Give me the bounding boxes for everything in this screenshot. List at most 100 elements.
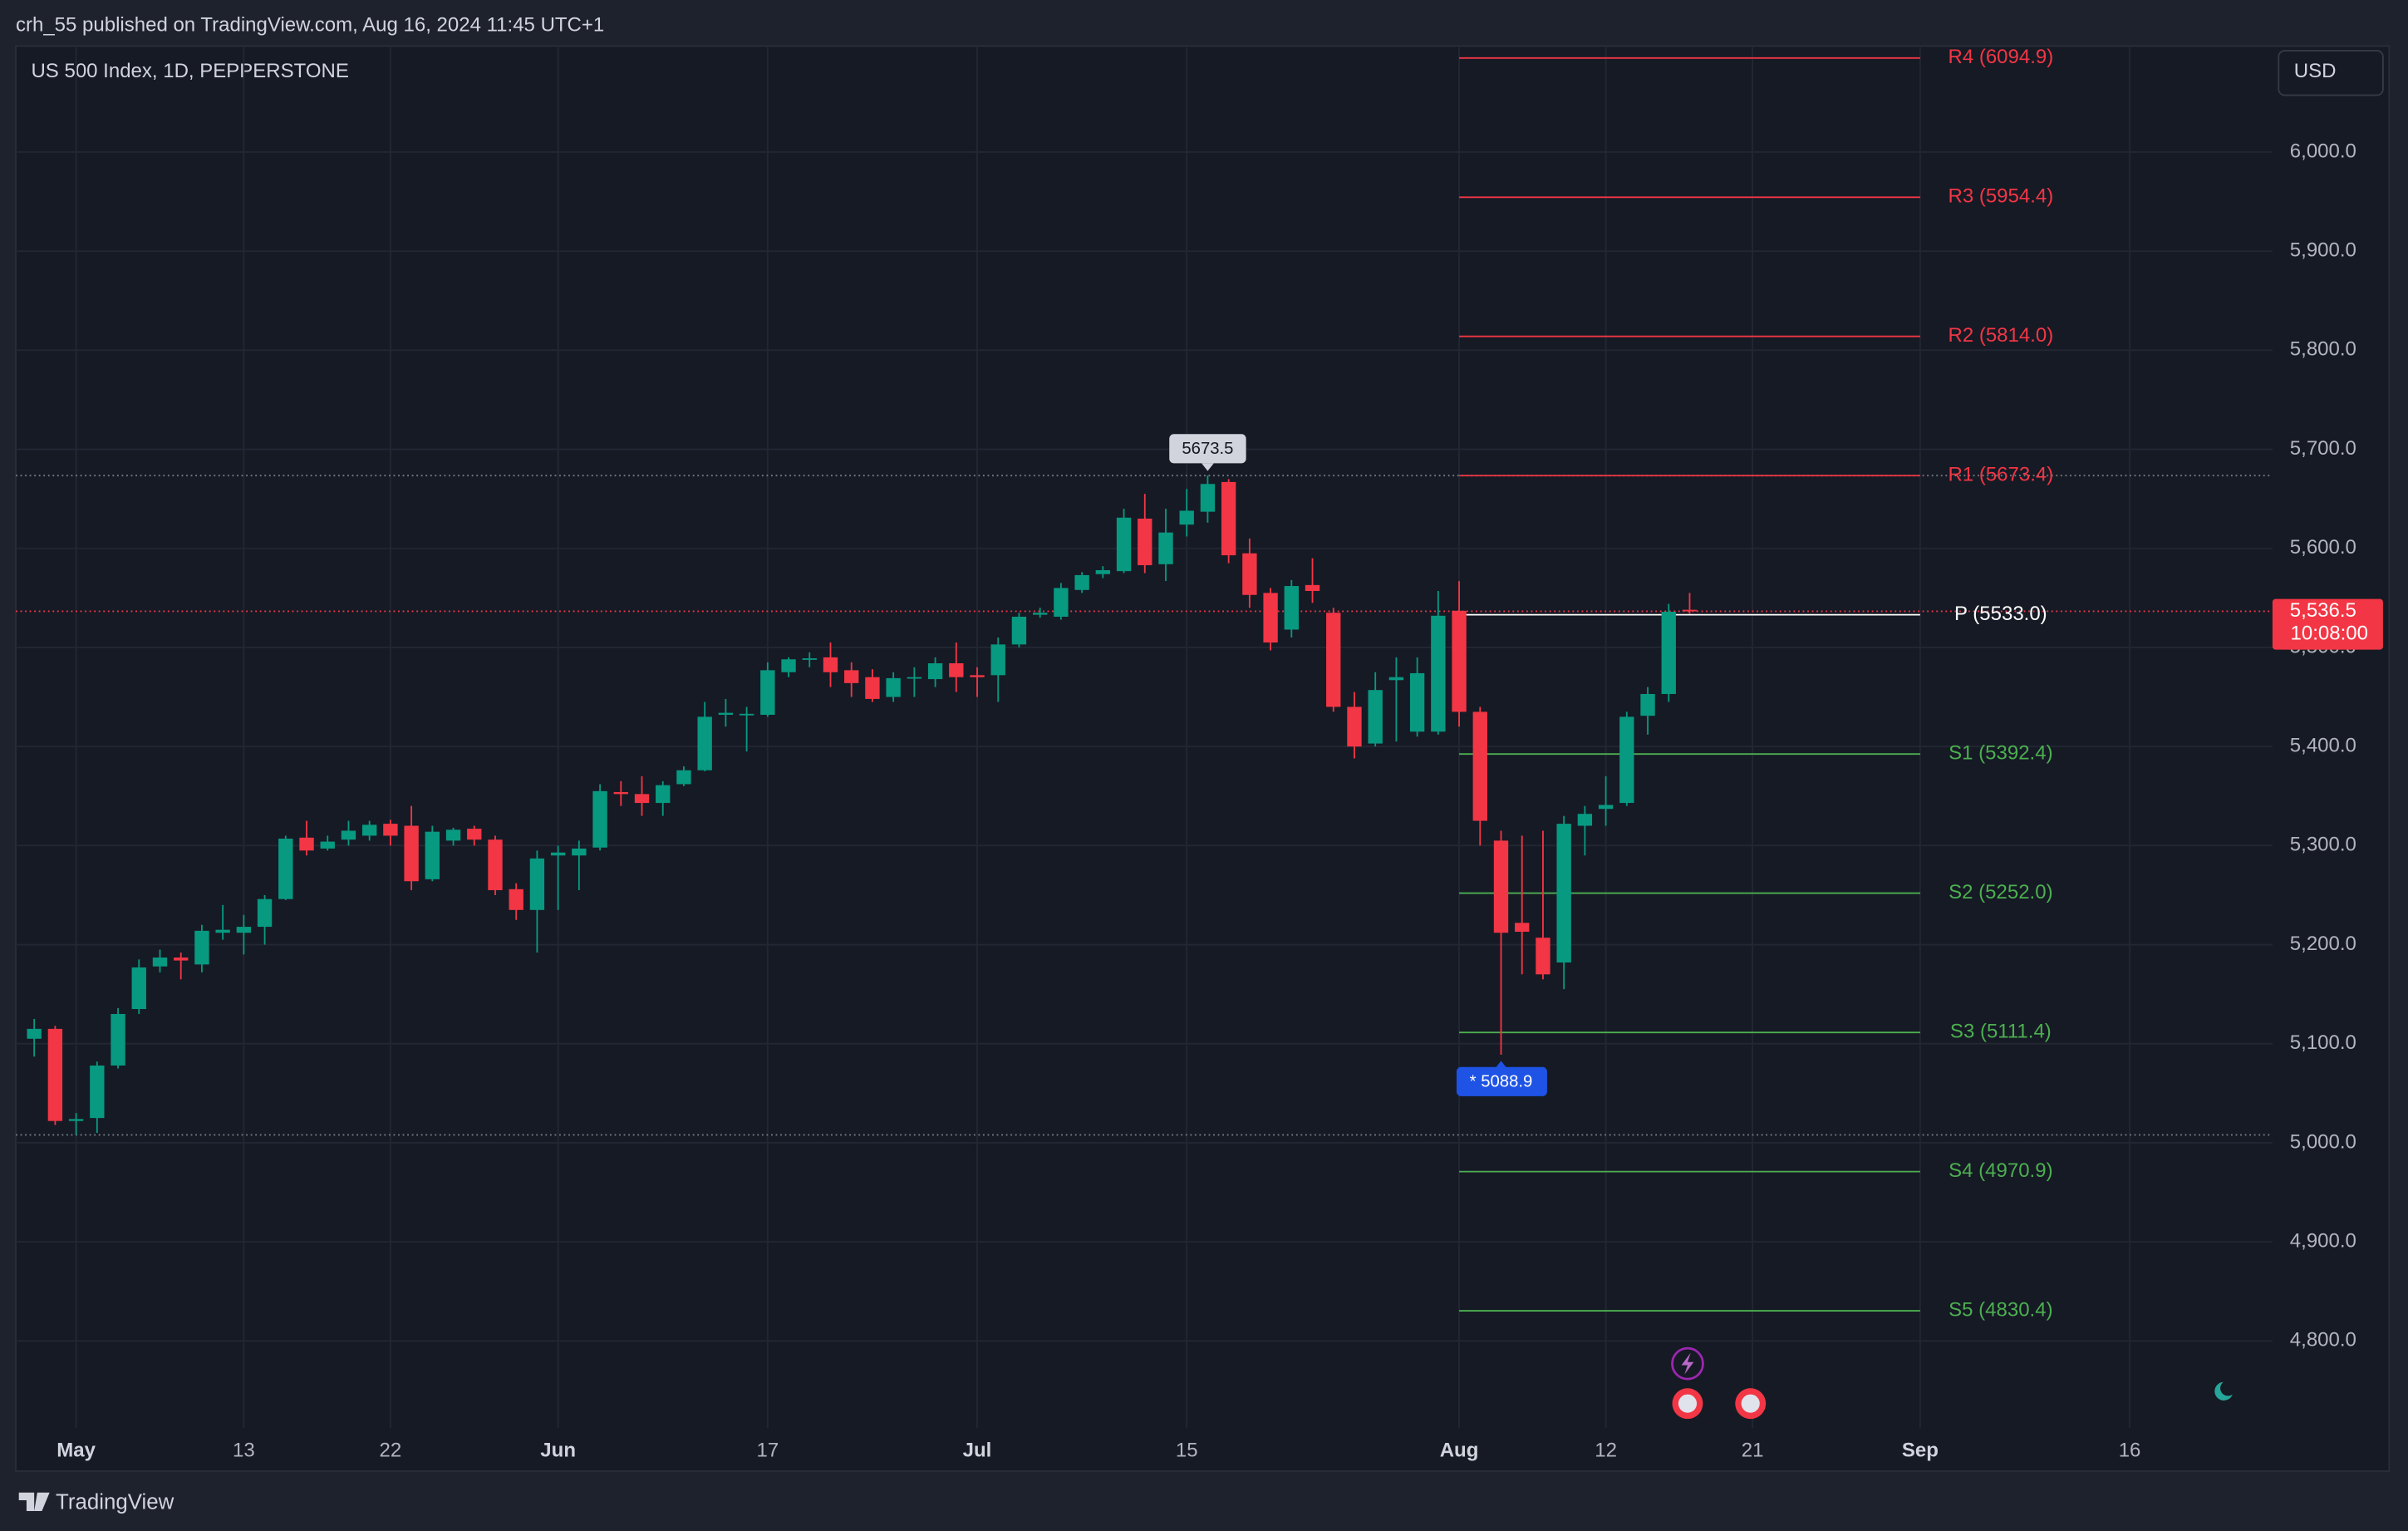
x-tick-label: May <box>57 1439 96 1461</box>
candle-body <box>1032 613 1048 615</box>
high-marker: 5673.5 <box>1182 440 1233 458</box>
candle-body <box>1074 574 1089 590</box>
y-tick-label: 5,600.0 <box>2290 536 2356 559</box>
low-marker-box <box>1456 1066 1547 1096</box>
candle-body <box>760 670 775 716</box>
candle-body <box>1409 672 1425 732</box>
pivot-label: S5 (4830.4) <box>1949 1298 2052 1321</box>
event-glyph <box>1681 1352 1694 1375</box>
candle-body <box>467 829 482 840</box>
candle-body <box>1598 805 1614 810</box>
y-tick-label: 4,800.0 <box>2290 1329 2356 1351</box>
candle-body <box>131 967 146 1010</box>
candle-body <box>529 858 545 910</box>
low-marker: * 5088.9 <box>1470 1073 1533 1091</box>
plot: R4 (6094.9) R3 (5954.4) R2 (5814.0) R1 (567… <box>27 46 2053 1321</box>
candle-body <box>1347 706 1362 747</box>
candle-body <box>697 716 712 770</box>
candle-body <box>27 1028 42 1039</box>
candle-body <box>656 785 671 804</box>
pivot-label: P (5533.0) <box>1954 603 2047 625</box>
candle-body <box>1431 615 1446 732</box>
price-tag-value: 5,536.5 <box>2290 599 2356 622</box>
candle-body <box>111 1013 125 1066</box>
candle-body <box>572 848 587 856</box>
grid <box>16 46 2273 1429</box>
candle-body <box>927 663 943 680</box>
pivot-label: S2 (5252.0) <box>1949 881 2052 903</box>
candle-body <box>990 644 1005 676</box>
candle-body <box>1536 938 1550 975</box>
candle-body <box>90 1065 105 1119</box>
candle-body <box>320 841 335 849</box>
candle-body <box>1556 824 1571 962</box>
y-tick-label: 5,200.0 <box>2290 933 2356 955</box>
y-tick-label: 5,400.0 <box>2290 734 2356 756</box>
y-tick-label: 5,700.0 <box>2290 437 2356 460</box>
candle-body <box>1305 584 1320 592</box>
x-tick-label: 22 <box>380 1439 402 1461</box>
pivot-label: S3 (5111.4) <box>1950 1020 2052 1042</box>
x-tick-label: 17 <box>756 1439 779 1461</box>
y-tick-label: 6,000.0 <box>2290 140 2356 162</box>
y-tick-label: 5,800.0 <box>2290 338 2356 361</box>
countdown: 10:08:00 <box>2291 622 2368 644</box>
x-tick-label: 21 <box>1742 1439 1764 1461</box>
candle-body <box>215 929 230 933</box>
candle-body <box>865 677 880 699</box>
candle-body <box>1368 690 1383 744</box>
candle-body <box>257 898 273 928</box>
candle-body <box>1116 517 1132 572</box>
x-tick-label: 12 <box>1595 1439 1617 1461</box>
candle-body <box>739 713 754 716</box>
flag <box>1678 1394 1698 1413</box>
logo <box>18 1492 50 1511</box>
candle-body <box>1179 510 1194 525</box>
candle-body <box>1619 716 1634 804</box>
pivot-label: R2 (5814.0) <box>1948 324 2053 347</box>
candle-body <box>550 852 566 856</box>
candle-body <box>844 670 859 683</box>
candle-body <box>361 825 377 836</box>
currency-box[interactable] <box>2278 50 2384 96</box>
x-tick-label: 13 <box>233 1439 255 1461</box>
candle-body <box>404 825 419 882</box>
candle-body <box>718 712 734 716</box>
candle-body <box>676 770 691 785</box>
high-marker-box <box>1169 434 1246 464</box>
candle-body <box>1577 814 1593 826</box>
y-tick-label: 5,100.0 <box>2290 1031 2356 1054</box>
candle-body <box>1452 610 1467 712</box>
candle-body <box>152 957 168 967</box>
y-tick-label: 5,000.0 <box>2290 1130 2356 1153</box>
candle-body <box>1682 609 1698 612</box>
candle-body <box>1158 532 1173 564</box>
candle-body <box>425 831 440 879</box>
candle-body <box>970 675 985 677</box>
currency[interactable]: USD <box>2294 60 2337 82</box>
low-marker-arrow <box>1495 1061 1507 1069</box>
candle-body <box>823 657 838 672</box>
candle-body <box>1054 588 1069 617</box>
price-tag <box>2272 598 2383 650</box>
publisher: crh_55 published on TradingView.com, Aug… <box>16 14 604 37</box>
candle-body <box>1138 518 1152 566</box>
chart-area <box>15 45 2391 1472</box>
candle-body <box>886 677 901 697</box>
flag <box>1741 1394 1760 1413</box>
theme-icon[interactable] <box>2214 1381 2233 1401</box>
y-tick-label: 5,300.0 <box>2290 834 2356 856</box>
pivot-label: S1 (5392.4) <box>1949 742 2052 765</box>
candle-body <box>1472 711 1487 821</box>
x-tick-label: Aug <box>1440 1439 1479 1461</box>
candle-body <box>1221 481 1236 556</box>
candle-body <box>1284 586 1299 630</box>
candle-body <box>1011 616 1027 645</box>
candle-body <box>278 838 293 899</box>
candle-body <box>194 930 209 965</box>
candle-body <box>47 1028 63 1121</box>
pivot-label: S4 (4970.9) <box>1949 1159 2052 1182</box>
candle-body <box>174 957 189 961</box>
event-icons <box>1671 1346 1767 1420</box>
pivot-label: R4 (6094.9) <box>1948 46 2053 68</box>
